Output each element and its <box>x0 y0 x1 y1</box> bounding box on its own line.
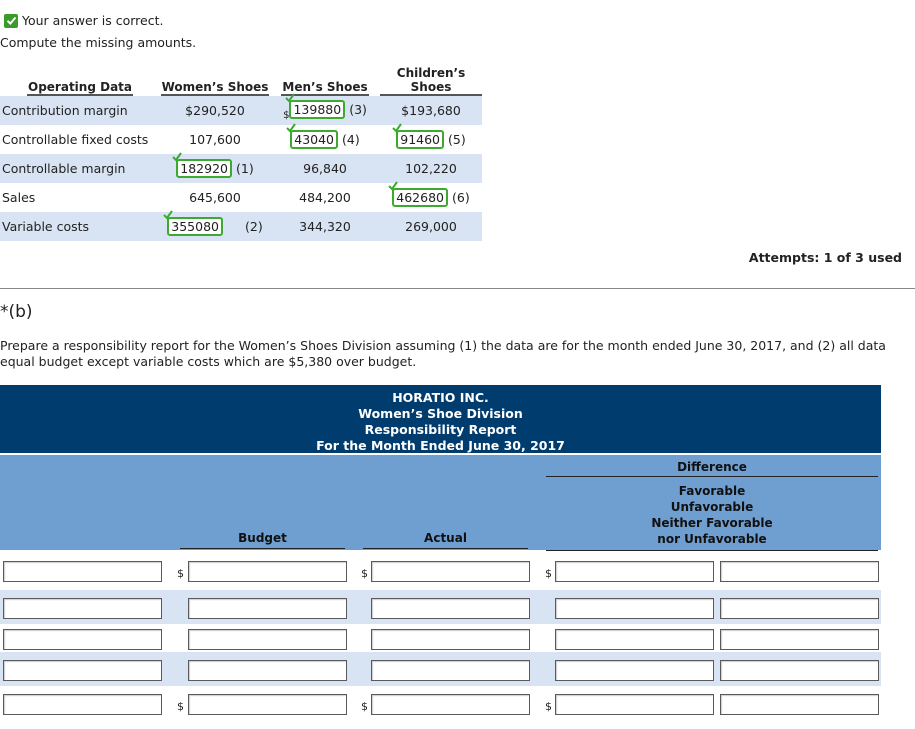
difference-amount-field[interactable] <box>555 629 714 650</box>
budget-amount-field[interactable] <box>188 561 347 582</box>
dollar-sign: $ <box>177 567 184 580</box>
answer-field[interactable]: 43040 <box>286 123 339 149</box>
difference-amount-field[interactable] <box>555 561 714 582</box>
operating-data-table: Operating Data Women’s Shoes Men’s Shoes… <box>0 66 482 241</box>
actual-amount-field[interactable] <box>371 660 530 681</box>
column-header: Women’s Shoes <box>160 66 270 96</box>
budget-amount-field[interactable] <box>188 598 347 619</box>
difference-column-header: Difference <box>546 460 878 477</box>
correct-check-icon <box>172 152 183 162</box>
table-row: Contribution margin $290,520 $139880 (3) … <box>0 93 482 125</box>
line-item-field[interactable] <box>3 694 162 715</box>
answer-field[interactable]: 462680 <box>388 181 448 207</box>
difference-type-field[interactable] <box>720 561 879 582</box>
actual-amount-field[interactable] <box>371 561 530 582</box>
difference-type-field[interactable] <box>720 598 879 619</box>
difference-subheader: Favorable Unfavorable Neither Favorable … <box>546 483 878 551</box>
answer-field[interactable]: 355080 <box>163 210 223 236</box>
dollar-sign: $ <box>545 700 552 713</box>
line-item-field[interactable] <box>3 598 162 619</box>
report-period: For the Month Ended June 30, 2017 <box>316 438 565 453</box>
dollar-sign: $ <box>361 700 368 713</box>
attempts-counter: Attempts: 1 of 3 used <box>748 250 902 265</box>
correct-check-icon <box>388 181 399 191</box>
question-prompt: Prepare a responsibility report for the … <box>0 338 886 369</box>
report-column-headers: Budget Actual Difference Favorable Unfav… <box>0 455 881 551</box>
budget-amount-field[interactable] <box>188 660 347 681</box>
company-name: HORATIO INC. <box>392 390 489 405</box>
column-header: Men’s Shoes <box>270 66 380 96</box>
report-header: HORATIO INC. Women’s Shoe Division Respo… <box>0 385 881 453</box>
budget-amount-field[interactable] <box>188 694 347 715</box>
answer-field[interactable]: 139880 <box>285 93 346 119</box>
difference-type-field[interactable] <box>720 629 879 650</box>
actual-column-header: Actual <box>363 531 528 549</box>
dollar-sign: $ <box>545 567 552 580</box>
table-row: Variable costs 355080 (2) 344,320 269,000 <box>0 210 482 241</box>
dollar-sign: $ <box>361 567 368 580</box>
correct-check-icon <box>285 93 296 103</box>
difference-type-field[interactable] <box>720 694 879 715</box>
line-item-field[interactable] <box>3 660 162 681</box>
budget-amount-field[interactable] <box>188 629 347 650</box>
answer-field[interactable]: 182920 <box>172 152 232 178</box>
instruction-text: Compute the missing amounts. <box>0 35 197 50</box>
difference-type-field[interactable] <box>720 660 879 681</box>
actual-amount-field[interactable] <box>371 629 530 650</box>
division-name: Women’s Shoe Division <box>358 406 523 421</box>
answer-field[interactable]: 91460 <box>392 123 445 149</box>
column-header: Operating Data <box>0 66 160 96</box>
table-row: Sales 645,600 484,200 462680 (6) <box>0 181 482 212</box>
result-status: Your answer is correct. <box>4 13 163 28</box>
dollar-sign: $ <box>177 700 184 713</box>
table-row: Controllable margin 182920 (1) 96,840 102… <box>0 152 482 183</box>
table-row: Controllable fixed costs 107,600 43040 (4… <box>0 123 482 154</box>
part-label: *(b) <box>0 302 33 322</box>
difference-amount-field[interactable] <box>555 660 714 681</box>
line-item-field[interactable] <box>3 561 162 582</box>
actual-amount-field[interactable] <box>371 598 530 619</box>
status-text: Your answer is correct. <box>22 13 164 28</box>
correct-check-icon <box>286 123 297 133</box>
actual-amount-field[interactable] <box>371 694 530 715</box>
line-item-field[interactable] <box>3 629 162 650</box>
column-header: Children’s Shoes <box>380 66 482 96</box>
correct-check-icon <box>392 123 403 133</box>
difference-amount-field[interactable] <box>555 694 714 715</box>
check-icon <box>4 13 18 28</box>
section-divider <box>0 288 915 289</box>
budget-column-header: Budget <box>180 531 345 549</box>
report-title: Responsibility Report <box>364 422 517 437</box>
difference-amount-field[interactable] <box>555 598 714 619</box>
correct-check-icon <box>163 210 174 220</box>
